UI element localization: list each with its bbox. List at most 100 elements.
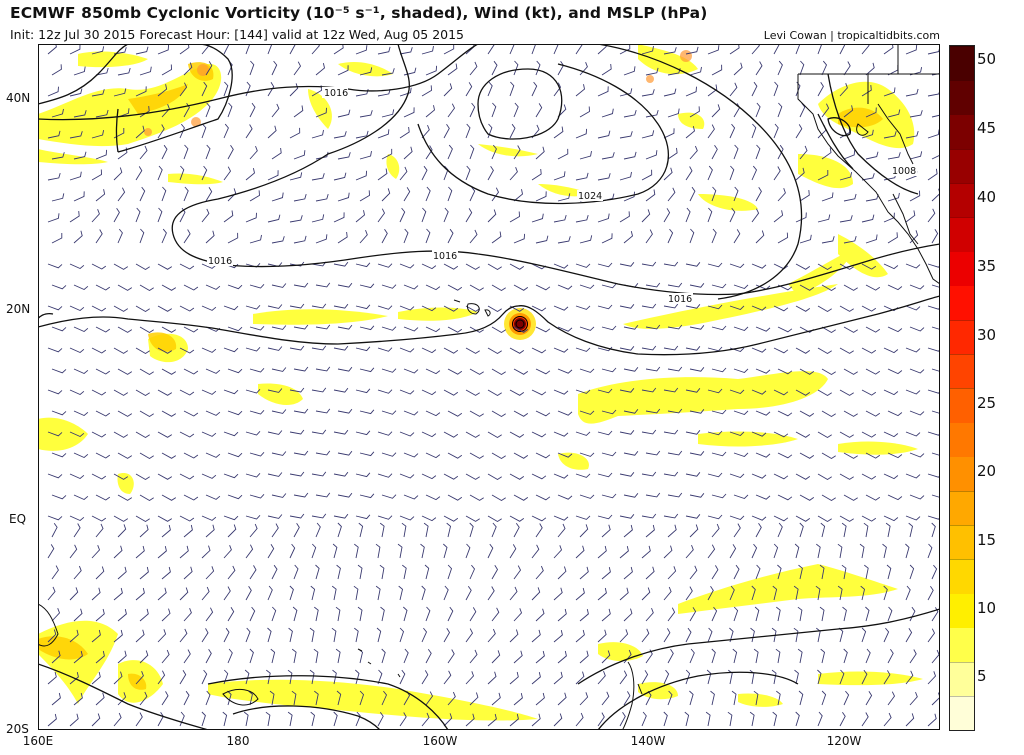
wind-barb <box>733 186 739 202</box>
wind-barb <box>883 585 888 601</box>
wind-barb <box>641 130 655 139</box>
wind-barb <box>817 170 829 181</box>
wind-barb <box>381 410 397 415</box>
wind-barb <box>601 233 613 244</box>
wind-barb <box>513 368 529 375</box>
wind-barb <box>402 564 407 580</box>
lon-label-140w: 140W <box>630 734 666 748</box>
wind-barb <box>161 566 171 580</box>
wind-barb <box>270 648 276 664</box>
wind-barb <box>509 81 515 97</box>
wind-barb <box>865 234 878 244</box>
wind-barb <box>887 368 903 375</box>
wind-barb <box>817 473 832 481</box>
wind-barb <box>95 608 105 622</box>
wind-barb <box>707 165 713 181</box>
wind-barb <box>689 607 697 622</box>
wind-barb <box>354 669 360 685</box>
wind-barb <box>117 284 133 291</box>
wind-barb <box>161 228 167 244</box>
wind-barb <box>597 514 613 520</box>
wind-barb <box>205 524 215 538</box>
wind-barb <box>597 44 607 55</box>
wind-barb <box>821 147 832 160</box>
wind-barb <box>575 347 591 352</box>
wind-barb <box>601 650 611 664</box>
wind-barb <box>641 46 654 55</box>
wind-barb <box>425 326 441 333</box>
wind-barb <box>139 691 148 706</box>
wind-barb <box>733 410 749 416</box>
wind-barb <box>465 585 472 601</box>
wind-barb <box>69 544 78 559</box>
wind-barb <box>821 410 836 418</box>
wind-barb <box>310 585 316 601</box>
wind-barb <box>421 347 437 354</box>
wind-barb <box>421 670 429 685</box>
wind-barb <box>139 494 154 502</box>
wind-barb <box>381 109 395 118</box>
wind-barb <box>905 543 910 559</box>
wind-barb <box>315 450 331 456</box>
wind-barb <box>883 627 890 643</box>
wind-barb <box>201 81 208 97</box>
wind-barb <box>663 128 675 139</box>
wind-barb <box>817 82 824 97</box>
wind-barb <box>821 236 835 244</box>
wind-barb <box>513 233 526 244</box>
wind-barb <box>157 587 167 601</box>
wind-barb <box>755 230 765 244</box>
wind-barb <box>535 60 541 76</box>
wind-barb <box>95 229 103 244</box>
wind-barb <box>157 207 163 223</box>
wind-barb <box>469 102 476 118</box>
wind-barb <box>927 543 933 559</box>
wind-barb <box>663 208 671 223</box>
wind-barb <box>575 389 591 394</box>
wind-barb <box>381 188 391 202</box>
wind-barb <box>421 473 437 480</box>
wind-barb <box>91 89 105 97</box>
wind-barb <box>777 368 793 375</box>
wind-barb <box>575 587 585 601</box>
colorbar-tick: 20 <box>977 462 997 480</box>
wind-barb <box>689 325 705 330</box>
wind-barb <box>201 473 217 479</box>
wind-barb <box>179 587 189 601</box>
wind-barb <box>751 347 767 353</box>
wind-barb <box>821 192 834 202</box>
wind-barb <box>447 410 463 417</box>
wind-barb <box>491 60 498 76</box>
wind-barb <box>909 110 923 118</box>
wind-barb <box>355 388 371 394</box>
wind-barb <box>161 144 168 160</box>
wind-barb <box>293 193 307 202</box>
wind-barb <box>905 305 921 311</box>
wind-barb <box>447 103 456 118</box>
wind-barb <box>227 144 234 160</box>
wind-barb <box>201 515 217 521</box>
wind-barb <box>73 494 89 501</box>
wind-barb <box>47 671 57 685</box>
wind-barb <box>817 711 823 727</box>
wind-barb <box>51 108 64 118</box>
wind-barb <box>183 494 199 501</box>
wind-barb <box>705 711 711 727</box>
wind-barb <box>201 389 217 395</box>
wind-barb <box>663 261 679 267</box>
wind-barb <box>535 368 551 375</box>
wind-barb <box>777 452 793 459</box>
wind-barb <box>535 650 545 664</box>
wind-barb <box>331 627 337 643</box>
colorbar-segment <box>950 490 974 526</box>
wind-barb <box>311 214 325 223</box>
wind-barb <box>245 472 261 478</box>
wind-barb <box>909 649 917 664</box>
wind-barb <box>201 347 217 353</box>
wind-barb <box>223 431 239 437</box>
wind-barb <box>269 690 275 706</box>
wind-barb <box>579 284 595 289</box>
map-credit: Levi Cowan | tropicaltidbits.com <box>763 29 940 42</box>
wind-barb <box>51 284 67 290</box>
wind-barb <box>799 452 815 459</box>
